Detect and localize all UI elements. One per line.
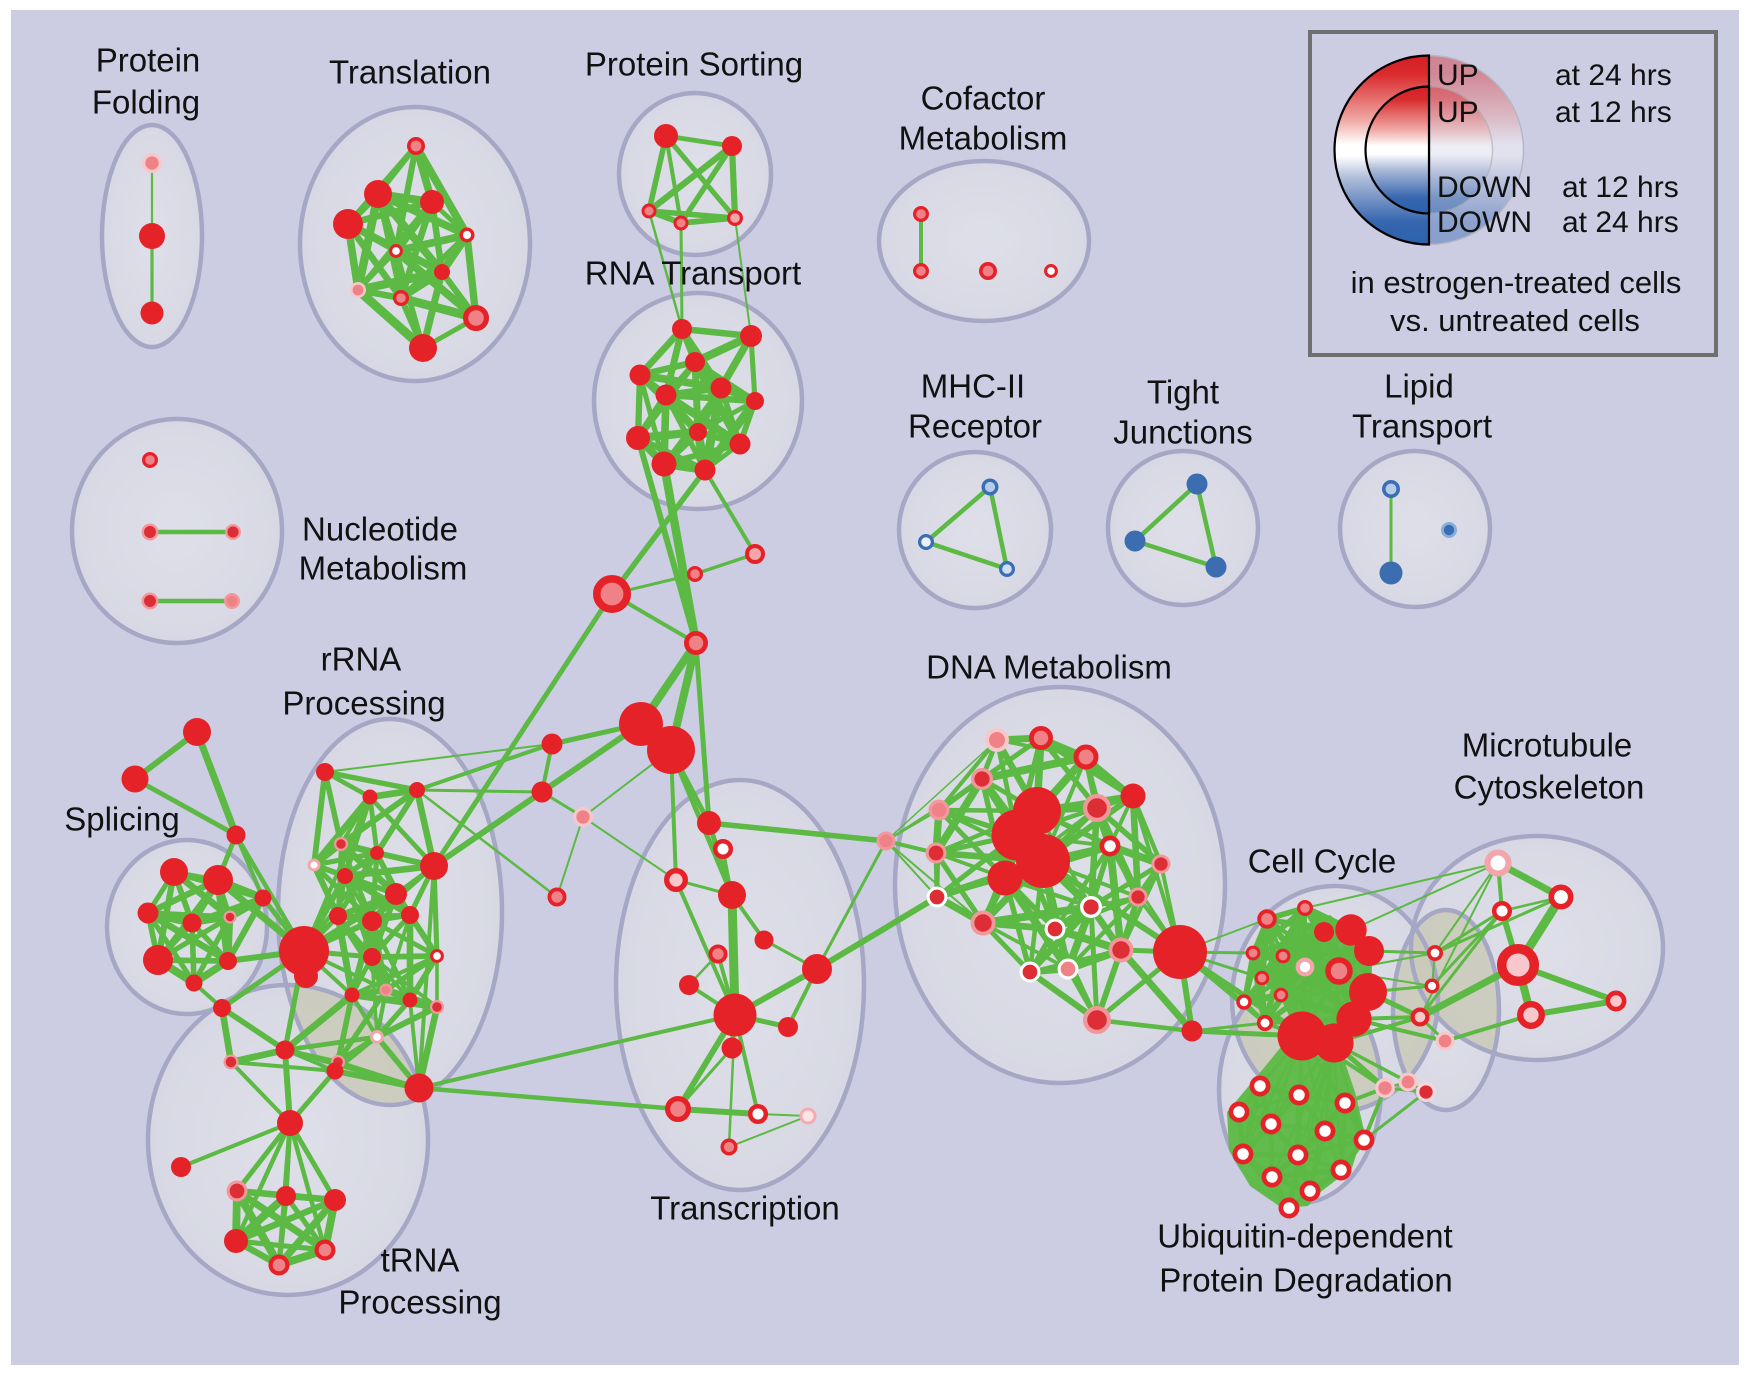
svg-text:Metabolism: Metabolism xyxy=(299,550,468,587)
svg-text:Ubiquitin-dependent: Ubiquitin-dependent xyxy=(1157,1218,1452,1255)
svg-text:RNA Transport: RNA Transport xyxy=(585,255,801,292)
svg-text:MHC-II: MHC-II xyxy=(921,368,1025,405)
svg-text:Receptor: Receptor xyxy=(908,408,1042,445)
svg-text:Cell Cycle: Cell Cycle xyxy=(1248,843,1397,880)
svg-text:Translation: Translation xyxy=(329,54,491,91)
svg-text:DOWN: DOWN xyxy=(1437,206,1532,239)
svg-text:Processing: Processing xyxy=(282,685,445,722)
svg-text:UP: UP xyxy=(1437,59,1479,92)
svg-text:Processing: Processing xyxy=(338,1284,501,1321)
svg-text:Folding: Folding xyxy=(92,84,200,121)
svg-text:Nucleotide: Nucleotide xyxy=(302,511,458,548)
svg-text:vs. untreated cells: vs. untreated cells xyxy=(1390,303,1640,338)
svg-text:at 12 hrs: at 12 hrs xyxy=(1562,171,1679,204)
svg-text:tRNA: tRNA xyxy=(381,1242,460,1279)
svg-text:Splicing: Splicing xyxy=(64,801,180,838)
svg-text:Tight: Tight xyxy=(1147,374,1219,411)
svg-text:Cofactor: Cofactor xyxy=(921,80,1046,117)
svg-text:Cytoskeleton: Cytoskeleton xyxy=(1454,769,1645,806)
svg-text:at 12 hrs: at 12 hrs xyxy=(1555,96,1672,129)
svg-text:at 24 hrs: at 24 hrs xyxy=(1555,59,1672,92)
svg-text:at 24 hrs: at 24 hrs xyxy=(1562,206,1679,239)
svg-text:UP: UP xyxy=(1437,96,1479,129)
svg-text:Lipid: Lipid xyxy=(1384,368,1454,405)
svg-text:DOWN: DOWN xyxy=(1437,171,1532,204)
svg-text:rRNA: rRNA xyxy=(321,641,402,678)
svg-text:Metabolism: Metabolism xyxy=(899,120,1068,157)
svg-text:Protein Sorting: Protein Sorting xyxy=(585,46,803,83)
svg-text:Junctions: Junctions xyxy=(1113,414,1252,451)
svg-text:Transport: Transport xyxy=(1352,408,1492,445)
svg-text:Protein Degradation: Protein Degradation xyxy=(1159,1262,1453,1299)
svg-text:in estrogen-treated cells: in estrogen-treated cells xyxy=(1351,265,1682,300)
svg-text:Protein: Protein xyxy=(96,42,201,79)
svg-text:Transcription: Transcription xyxy=(650,1190,840,1227)
svg-text:Microtubule: Microtubule xyxy=(1462,727,1633,764)
svg-text:DNA Metabolism: DNA Metabolism xyxy=(926,649,1172,686)
